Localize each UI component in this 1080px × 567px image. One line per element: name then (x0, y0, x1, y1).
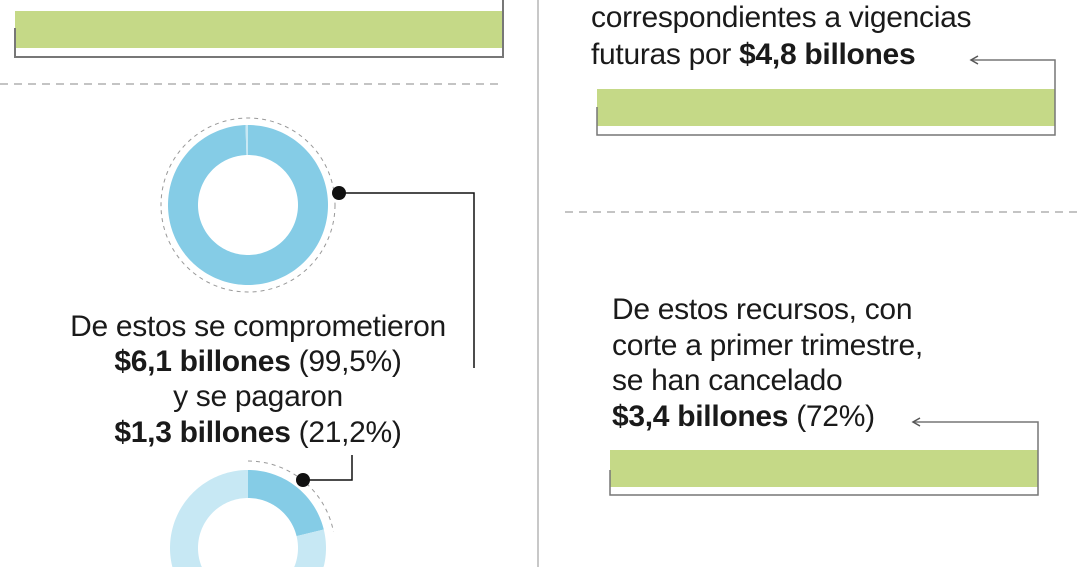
donut-slice-main (168, 125, 328, 285)
cancelled-pct: (72%) (796, 400, 875, 433)
green-bar-bottom-right (610, 450, 1038, 487)
future-prefix: futuras por (591, 38, 732, 71)
cancelled-amount-line: $3,4 billones (72%) (612, 399, 875, 435)
callout-line-committed (339, 192, 475, 368)
arrow-head-top-right (969, 55, 979, 65)
green-bar-top-left (15, 11, 503, 48)
donut-committed-dashed-ring (160, 117, 336, 293)
paid-pct: (21,2%) (298, 416, 402, 449)
paid-amount-line: $1,3 billones (21,2%) (18, 415, 498, 451)
committed-amount-line: $6,1 billones (99,5%) (18, 344, 498, 380)
cancelled-line3: se han cancelado (612, 364, 843, 397)
future-line1: correspondientes a vigencias (591, 1, 972, 34)
bar-bracket-top-right (596, 59, 1056, 136)
committed-amount: $6,1 billones (114, 345, 291, 378)
donut-slice-rest (245, 125, 248, 156)
donut-committed (168, 125, 328, 285)
callout-line-paid (303, 455, 353, 481)
committed-line1: De estos se comprometieron (70, 310, 446, 343)
cancelled-line1: De estos recursos, con (612, 293, 913, 326)
future-amount: $4,8 billones (739, 38, 916, 71)
committed-pct: (99,5%) (298, 345, 402, 378)
arrow-head-bottom-right (911, 417, 921, 427)
future-line2: futuras por $4,8 billones (591, 37, 916, 73)
cancelled-line2: corte a primer trimestre, (612, 329, 923, 362)
cancelled-amount: $3,4 billones (612, 400, 789, 433)
donut-paid (170, 470, 326, 567)
donut-paid-dashed-arc (247, 460, 334, 532)
green-bar-top-right (597, 89, 1055, 126)
paid-amount: $1,3 billones (114, 416, 291, 449)
paid-line1: y se pagaron (173, 380, 343, 413)
donut-slice-main (248, 470, 324, 537)
bar-bracket-top-left (14, 0, 504, 58)
donut-slice-rest (170, 470, 326, 567)
bar-bracket-bottom-right (609, 421, 1039, 496)
